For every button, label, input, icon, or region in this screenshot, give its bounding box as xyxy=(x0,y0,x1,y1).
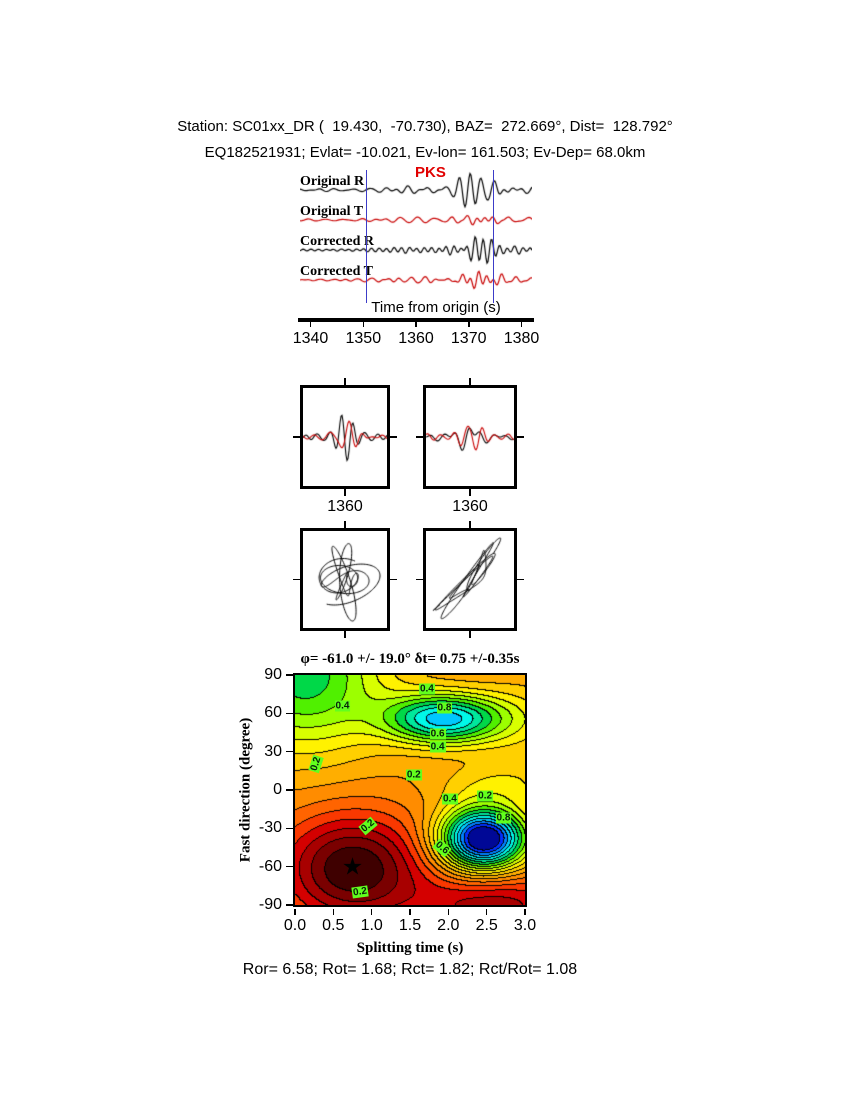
x-axis-label: Splitting time (s) xyxy=(356,940,464,956)
contour-canvas xyxy=(295,675,525,905)
box2-left-tick xyxy=(416,436,423,438)
particle-motion-corrected xyxy=(423,528,517,631)
contour-label: 0.4 xyxy=(429,741,446,753)
contour-label: 0.8 xyxy=(436,702,453,714)
trace-label-3: Corrected R xyxy=(300,234,374,249)
contour-y-tick xyxy=(286,750,293,753)
box2-bottom-tick xyxy=(469,489,471,496)
zoom-window-original xyxy=(300,385,390,489)
contour-x-tick xyxy=(294,909,296,915)
particle-motion-original xyxy=(300,528,390,631)
time-axis-tick xyxy=(309,322,312,327)
box3-right-tick xyxy=(390,578,397,581)
time-axis-tick xyxy=(520,322,523,327)
box2-right-tick xyxy=(517,436,524,438)
time-axis-tick-label: 1370 xyxy=(450,330,487,347)
zoom-original-canvas xyxy=(303,388,387,486)
zoom-window-corrected xyxy=(423,385,517,489)
contour-label: 0.8 xyxy=(495,812,512,824)
particle-motion-corrected-canvas xyxy=(426,531,514,628)
contour-label: 0.2 xyxy=(477,790,494,802)
contour-plot-frame xyxy=(293,673,527,907)
zoom1-tick-label: 1360 xyxy=(327,498,363,515)
contour-x-tick xyxy=(370,909,373,915)
time-axis-title: Time from origin (s) xyxy=(371,299,501,316)
box1-left-tick xyxy=(293,436,300,438)
contour-y-tick xyxy=(286,865,293,868)
box1-bottom-tick xyxy=(344,489,346,496)
contour-y-tick xyxy=(286,827,293,830)
contour-y-tick xyxy=(286,789,293,791)
contour-label: 0.6 xyxy=(429,728,446,740)
phase-pick-line-1 xyxy=(365,170,368,303)
time-axis-tick-label: 1350 xyxy=(345,330,382,347)
contour-x-tick-label: 1.5 xyxy=(398,917,422,934)
box4-left-tick xyxy=(416,578,423,581)
box3-top-tick xyxy=(344,521,346,528)
contour-label: 0.4 xyxy=(441,793,458,805)
box3-bottom-tick xyxy=(344,631,346,638)
trace-label-4: Corrected T xyxy=(300,264,373,279)
box1-top-tick xyxy=(344,378,346,385)
contour-x-tick xyxy=(447,909,450,915)
contour-y-tick xyxy=(286,712,293,715)
box1-right-tick xyxy=(390,436,397,438)
contour-x-tick-label: 0.5 xyxy=(322,917,345,934)
time-axis-tick xyxy=(415,322,417,327)
contour-x-tick xyxy=(332,909,335,915)
contour-x-tick-label: 1.0 xyxy=(360,917,383,934)
best-solution-star-icon: ★ xyxy=(341,853,364,881)
contour-x-tick xyxy=(524,909,526,915)
contour-y-tick-label: -60 xyxy=(258,857,282,875)
contour-x-tick xyxy=(485,909,488,915)
time-axis-tick-label: 1340 xyxy=(292,330,329,347)
contour-x-tick-label: 2.0 xyxy=(437,917,460,934)
contour-y-tick-label: 90 xyxy=(264,666,282,683)
trace-label-1: Original R xyxy=(300,174,365,189)
box2-top-tick xyxy=(469,378,471,385)
header-station-line: Station: SC01xx_DR ( 19.430, -70.730), B… xyxy=(177,118,673,135)
time-axis-tick-label: 1380 xyxy=(503,330,540,347)
contour-title: φ= -61.0 +/- 19.0° δt= 0.75 +/-0.35s xyxy=(300,651,520,667)
contour-x-tick xyxy=(409,909,411,915)
contour-x-tick-label: 3.0 xyxy=(513,917,537,934)
header-event-line: EQ182521931; Evlat= -10.021, Ev-lon= 161… xyxy=(204,144,646,161)
box4-bottom-tick xyxy=(469,631,471,638)
contour-label: 0.2 xyxy=(405,769,422,781)
result-ratios-line: Ror= 6.58; Rot= 1.68; Rct= 1.82; Rct/Rot… xyxy=(242,961,578,978)
phase-pick-line-2 xyxy=(492,170,494,303)
contour-label: 0.4 xyxy=(334,700,351,712)
contour-y-tick-label: -90 xyxy=(258,896,282,913)
time-axis-line xyxy=(298,318,534,322)
contour-label: 0.4 xyxy=(418,683,435,695)
time-axis-tick xyxy=(362,322,364,327)
contour-x-tick-label: 2.5 xyxy=(475,917,498,934)
zoom2-tick-label: 1360 xyxy=(452,498,488,515)
contour-y-tick-label: 0 xyxy=(273,781,282,798)
contour-y-tick-label: -30 xyxy=(258,819,282,837)
contour-y-tick-label: 60 xyxy=(264,704,282,722)
box4-right-tick xyxy=(517,578,524,581)
contour-x-tick-label: 0.0 xyxy=(283,917,307,934)
box3-left-tick xyxy=(293,578,300,581)
contour-y-tick-label: 30 xyxy=(264,742,282,760)
time-axis-tick-label: 1360 xyxy=(398,330,434,347)
trace-label-2: Original T xyxy=(300,204,364,219)
particle-motion-original-canvas xyxy=(303,531,387,628)
contour-y-tick xyxy=(286,674,293,676)
zoom-corrected-canvas xyxy=(426,388,514,486)
contour-y-tick xyxy=(286,904,293,906)
box4-top-tick xyxy=(469,521,471,528)
time-axis-tick xyxy=(468,322,470,327)
